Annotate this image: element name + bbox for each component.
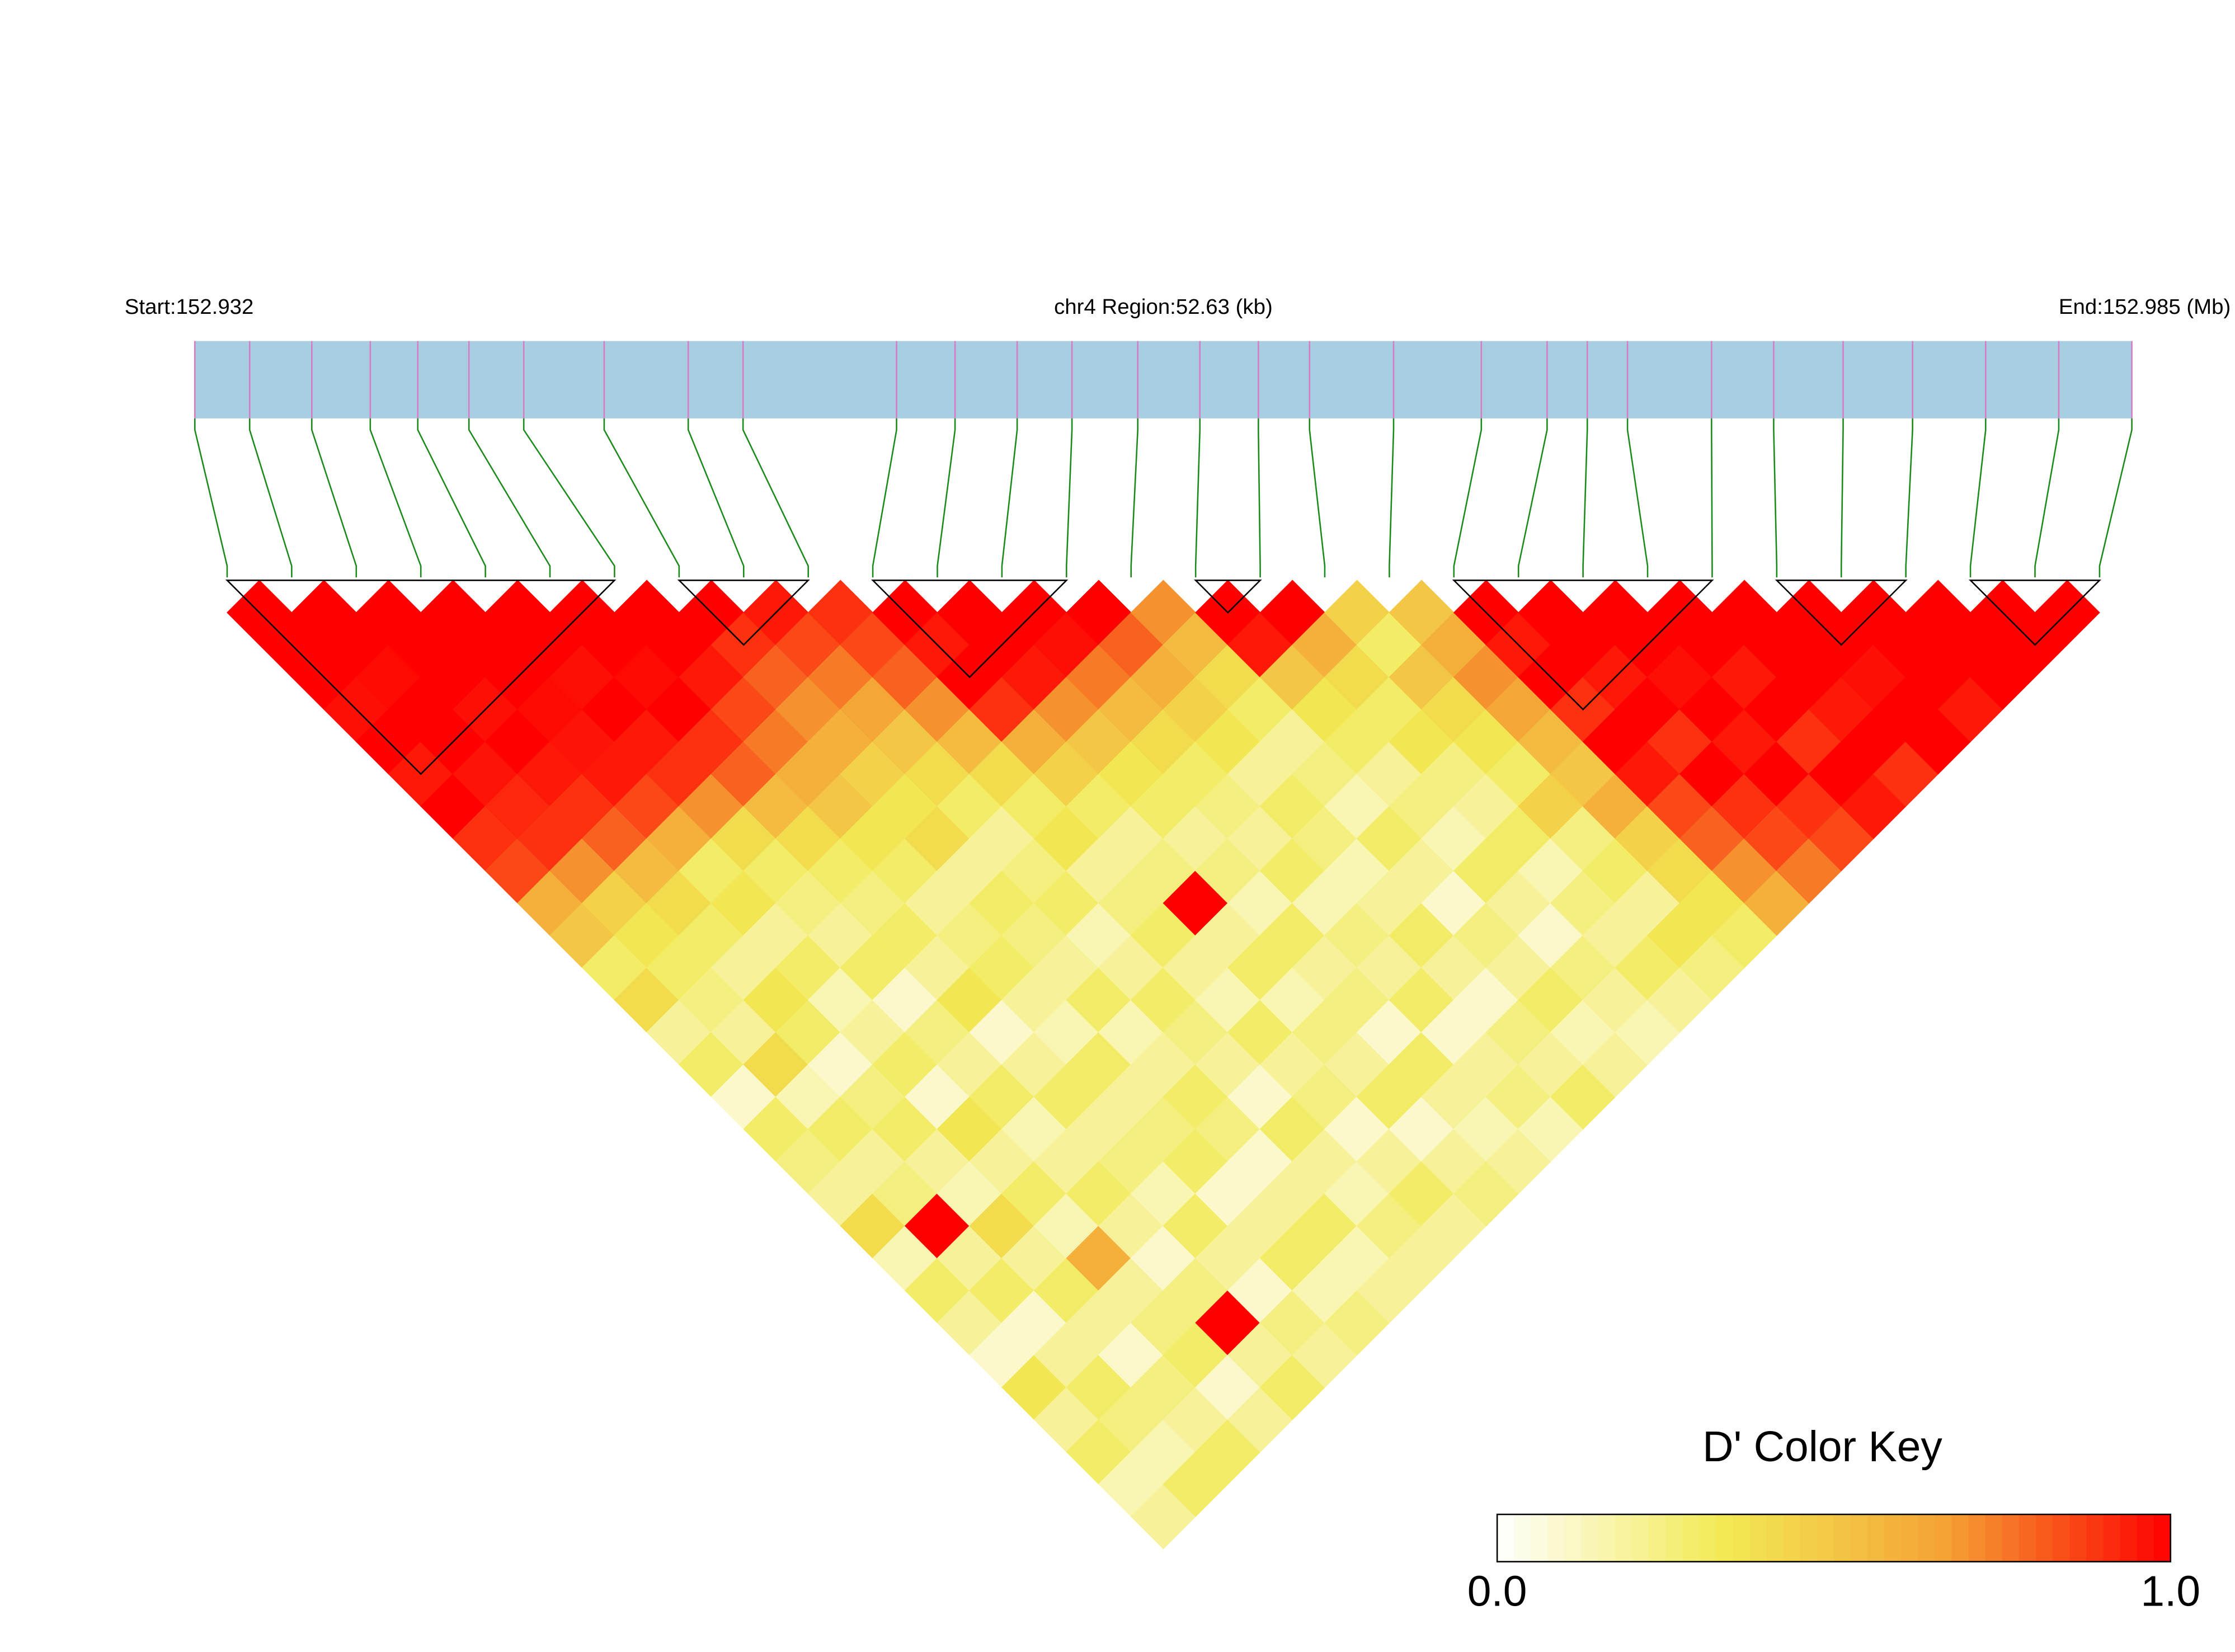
colorbar-step [2018, 1514, 2037, 1562]
colorbar-step [1514, 1514, 1532, 1562]
snp-connector [1194, 418, 1201, 578]
start-label: Start:152.932 [125, 295, 254, 319]
snp-connector [468, 418, 551, 578]
snp-connector [937, 418, 956, 578]
snp-connector [1969, 418, 1987, 578]
snp-connector [603, 418, 680, 578]
colorbar-step [2002, 1514, 2020, 1562]
colorbar-step [2137, 1514, 2154, 1562]
colorbar-step [1817, 1514, 1835, 1562]
colorbar-step [2053, 1514, 2071, 1562]
snp-connector [1453, 418, 1483, 578]
colorbar-step [1497, 1514, 1515, 1562]
colorbar-step [1918, 1514, 1936, 1562]
colorbar-step [1615, 1514, 1633, 1562]
colorbar-step [1598, 1514, 1616, 1562]
ld-block [871, 580, 1069, 679]
snp-connector [523, 418, 615, 578]
ld-block [1775, 580, 1908, 646]
snp-connector [1066, 418, 1073, 578]
colorbar-step [1867, 1514, 1885, 1562]
ld-block [1194, 580, 1262, 614]
colorbar-frame [1496, 1513, 2172, 1562]
colorbar-step [1564, 1514, 1582, 1562]
ld-block [677, 580, 810, 646]
snp-connector [369, 418, 422, 578]
snp-connector [742, 418, 809, 578]
colorbar-step [1884, 1514, 1902, 1562]
snp-connector [1905, 418, 1913, 578]
colorbar-step [1648, 1514, 1667, 1562]
gene-bar [195, 341, 2132, 418]
snp-connector [1840, 418, 1844, 578]
colorbar-step [1985, 1514, 2003, 1562]
colorbar-tick-label: 1.0 [2140, 1568, 2200, 1616]
snp-connector [417, 418, 486, 578]
snp-connector [872, 418, 897, 578]
colorbar-step [1631, 1514, 1650, 1562]
snp-connector [1582, 418, 1588, 578]
snp-connector [1626, 418, 1649, 578]
colorbar-step [1800, 1514, 1818, 1562]
snp-connector [2034, 418, 2060, 578]
snp-connector [1258, 418, 1261, 578]
colorbar-step [1783, 1514, 1801, 1562]
snp-connector [1001, 418, 1018, 578]
colorbar-step [1968, 1514, 1987, 1562]
snp-connector [248, 418, 293, 578]
colorbar-step [2036, 1514, 2054, 1562]
colorbar-step [1547, 1514, 1565, 1562]
snp-connector [1773, 418, 1778, 578]
colorbar-step [1531, 1514, 1549, 1562]
colorbar-step [1682, 1514, 1700, 1562]
snp-connector [1517, 418, 1548, 578]
colorbar-step [1766, 1514, 1784, 1562]
snp-connector [1309, 418, 1326, 578]
colorbar-step [1716, 1514, 1734, 1562]
snp-connector [1389, 418, 1395, 578]
ld-block [1452, 580, 1714, 710]
snp-connector [311, 418, 357, 578]
snp-connector [194, 418, 228, 578]
ld-block [225, 580, 617, 775]
colorbar-title: D' Color Key [1702, 1423, 1942, 1471]
colorbar-tick-label: 0.0 [1467, 1568, 1527, 1616]
colorbar-step [2103, 1514, 2121, 1562]
colorbar-step [1749, 1514, 1767, 1562]
snp-connector [687, 418, 745, 578]
snp-connector [1711, 418, 1713, 578]
colorbar-step [2086, 1514, 2104, 1562]
colorbar-step [1699, 1514, 1717, 1562]
snp-connector [1130, 418, 1139, 578]
colorbar-step [2153, 1514, 2172, 1562]
ld-block [1968, 580, 2102, 646]
colorbar-step [1733, 1514, 1751, 1562]
colorbar-step [1951, 1514, 1969, 1562]
colorbar-step [2120, 1514, 2138, 1562]
end-label: End:152.985 (Mb) [2059, 295, 2231, 319]
colorbar-step [1581, 1514, 1599, 1562]
colorbar-step [1833, 1514, 1852, 1562]
colorbar-step [2069, 1514, 2087, 1562]
colorbar-step [1935, 1514, 1952, 1562]
colorbar-step [1901, 1514, 1919, 1562]
snp-connector [2098, 418, 2133, 578]
colorbar-step [1665, 1514, 1683, 1562]
colorbar-step [1851, 1514, 1869, 1562]
region-label: chr4 Region:52.63 (kb) [1054, 295, 1273, 319]
